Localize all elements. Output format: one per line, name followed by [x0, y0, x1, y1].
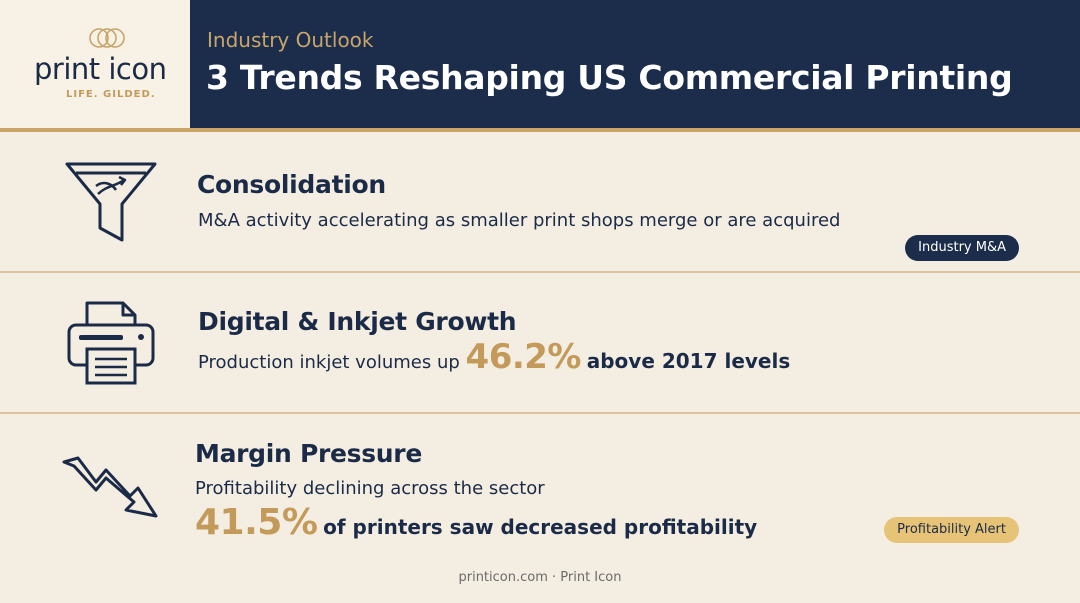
footer: printicon.com · Print Icon	[458, 570, 622, 585]
brand-tagline: LIFE. GILDED.	[66, 89, 156, 100]
page-title: 3 Trends Reshaping US Commercial Printin…	[206, 58, 1013, 97]
stat-value: 46.2%	[465, 337, 582, 377]
trend-consolidation: Consolidation M&A activity accelerating …	[0, 132, 1080, 272]
stat-suffix: of printers saw decreased profitability	[323, 515, 758, 539]
logo-panel: print icon LIFE. GILDED.	[0, 0, 190, 128]
trend-title: Consolidation	[197, 170, 386, 199]
stat-value: 41.5%	[195, 502, 318, 543]
trend-title: Digital & Inkjet Growth	[198, 307, 517, 336]
funnel-icon	[65, 162, 157, 242]
status-badge: Industry M&A	[905, 235, 1019, 261]
trend-description: Profitability declining across the secto…	[195, 478, 545, 499]
stat-suffix: above 2017 levels	[586, 349, 791, 373]
stat-prefix: Production inkjet volumes up	[198, 352, 460, 373]
trend-description: Production inkjet volumes up 46.2% above…	[198, 337, 790, 377]
printer-icon	[67, 301, 155, 385]
rings-logo-icon	[89, 28, 125, 48]
brand-name: print icon	[34, 52, 167, 86]
trend-down-icon	[62, 456, 158, 518]
trend-margin-pressure: Margin Pressure Profitability declining …	[0, 414, 1080, 564]
divider	[0, 271, 1080, 273]
trend-digital-inkjet: Digital & Inkjet Growth Production inkje…	[0, 273, 1080, 413]
title-panel	[190, 0, 1080, 128]
status-badge: Profitability Alert	[884, 517, 1019, 543]
header-kicker: Industry Outlook	[207, 28, 374, 52]
divider	[0, 412, 1080, 414]
trend-description: M&A activity accelerating as smaller pri…	[198, 210, 841, 231]
trend-stat-line: 41.5% of printers saw decreased profitab…	[195, 502, 757, 543]
gold-divider	[0, 128, 1080, 132]
header: print icon LIFE. GILDED. Industry Outloo…	[0, 0, 1080, 128]
trend-title: Margin Pressure	[195, 439, 422, 468]
